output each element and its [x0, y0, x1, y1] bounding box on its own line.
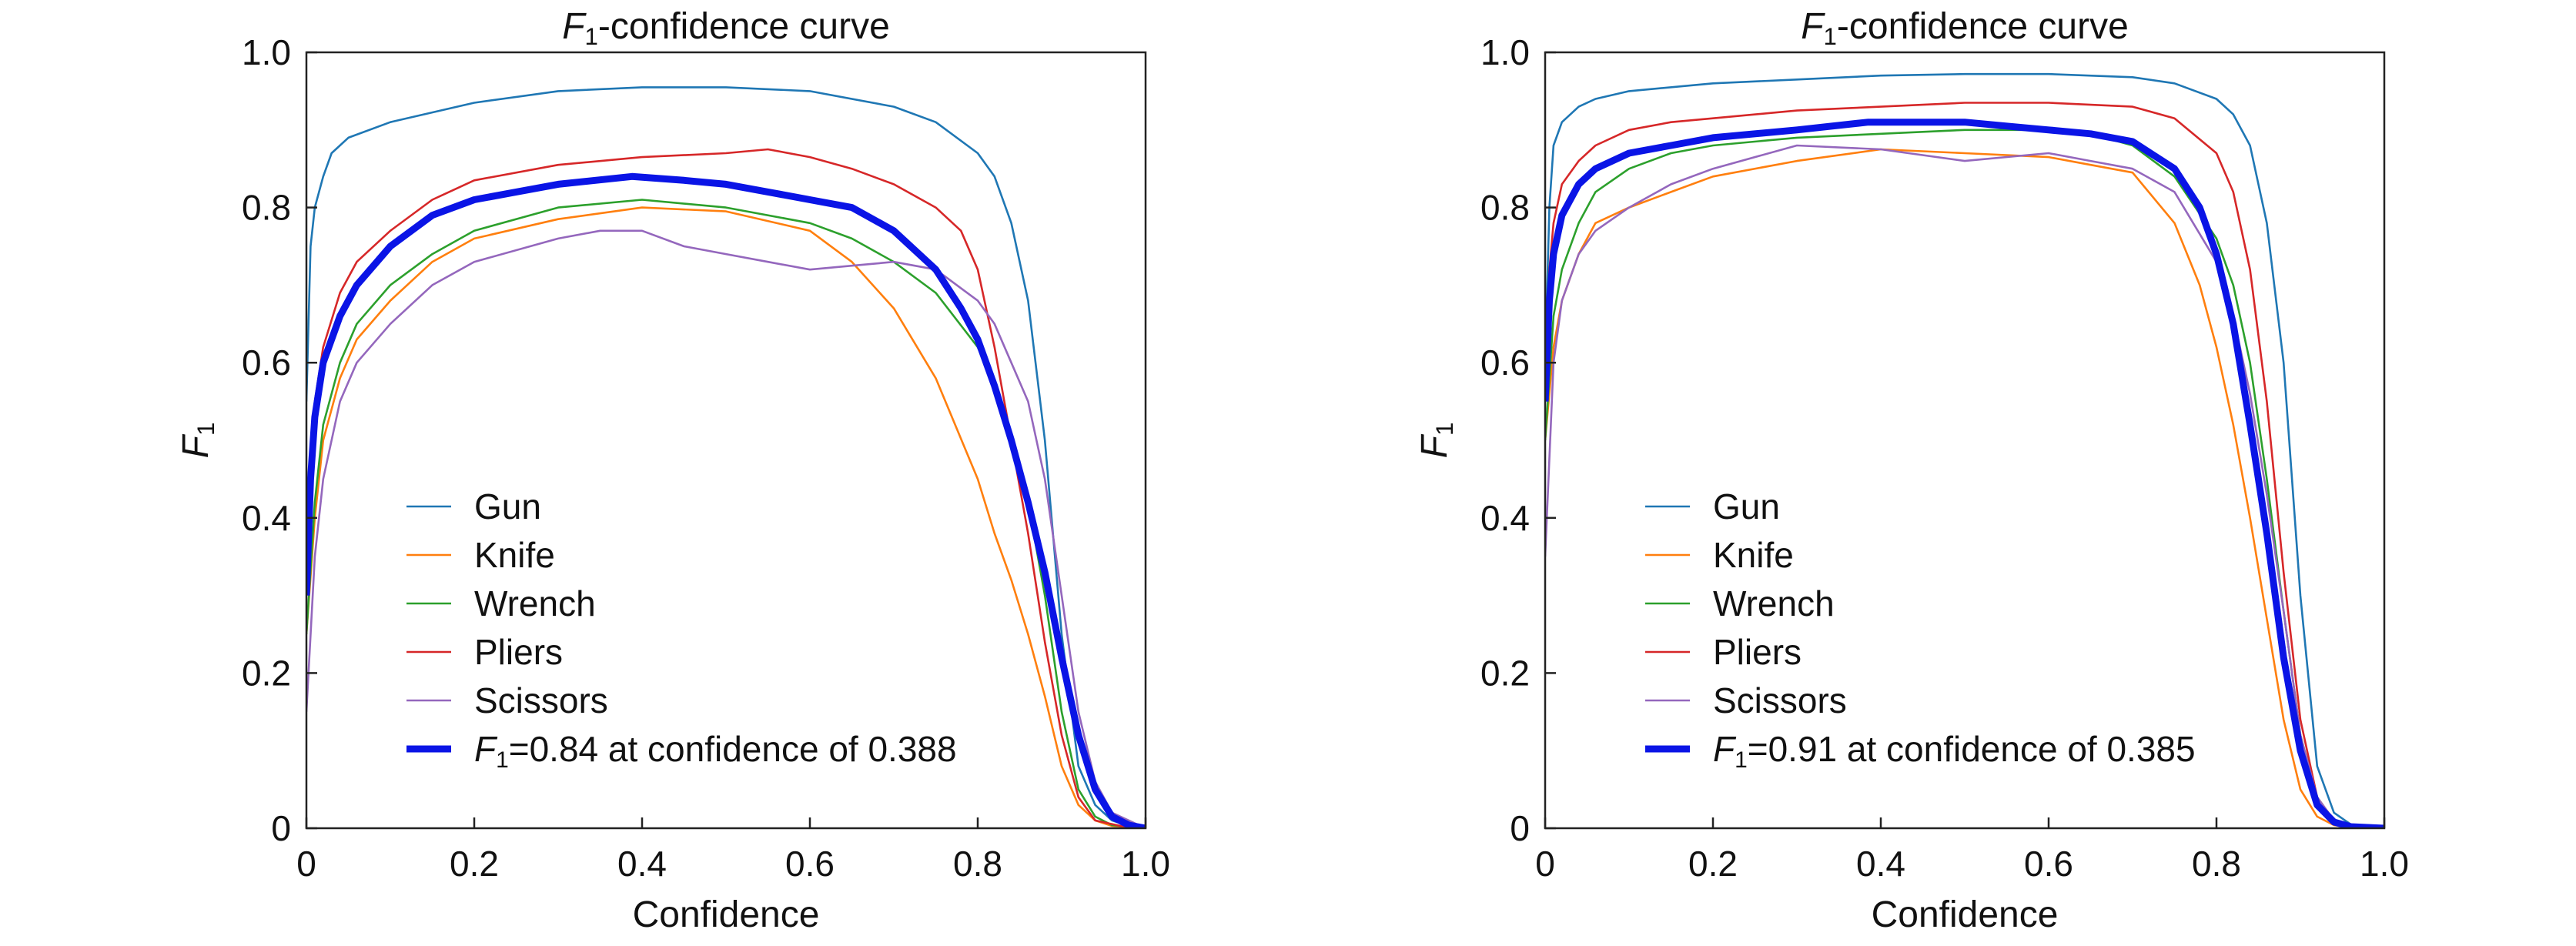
x-tick-label: 0.8	[2192, 844, 2241, 884]
y-tick-label: 0.2	[1480, 653, 1530, 693]
legend-entry-best-rest: =0.91 at confidence of 0.385	[1748, 729, 2196, 769]
legend-entry-pliers: Pliers	[474, 632, 563, 672]
x-tick-label: 0.4	[1856, 844, 1905, 884]
y-tick-label: 0	[1510, 808, 1530, 848]
y-tick-label: 0.6	[1480, 343, 1530, 383]
legend-entry-best: F1=0.84 at confidence of 0.388	[474, 729, 957, 773]
legend-entry-best-rest: =0.84 at confidence of 0.388	[509, 729, 957, 769]
x-tick-label: 0.6	[785, 844, 835, 884]
y-tick-label: 0.8	[1480, 188, 1530, 228]
y-tick-label: 1.0	[242, 32, 291, 72]
y-tick-label: 0	[271, 808, 291, 848]
legend: Gun Knife Wrench Pliers Scissors F1=0.91 at c…	[1645, 486, 2196, 773]
series-line-all	[1545, 119, 2384, 828]
legend-entry-scissors: Scissors	[1713, 680, 1847, 720]
series-group	[306, 86, 1146, 828]
legend-entry-gun: Gun	[474, 486, 541, 526]
chart-title: F1-confidence curve	[1801, 6, 2129, 50]
chart-title-rest: -confidence curve	[598, 6, 890, 47]
series-line-gun	[1545, 72, 2384, 828]
legend-entry-best-sub: 1	[1735, 747, 1748, 773]
series-line-pliers	[306, 148, 1146, 828]
chart-title-rest: -confidence curve	[1837, 6, 2129, 47]
x-tick-label: 0	[296, 844, 316, 884]
x-axis-label: Confidence	[1872, 894, 2059, 935]
chart-title-sub: 1	[585, 23, 598, 50]
x-tick-label: 1.0	[2360, 844, 2409, 884]
chart-title-italic: F	[562, 6, 587, 47]
legend-entry-best-sub: 1	[496, 747, 509, 773]
x-tick-label: 0.2	[1688, 844, 1738, 884]
y-axis-label-italic: F	[1414, 433, 1455, 458]
y-tick-label: 0.4	[1480, 498, 1530, 538]
y-tick-label: 0.2	[242, 653, 291, 693]
legend-entry-pliers: Pliers	[1713, 632, 1802, 672]
x-tick-label: 0.6	[2024, 844, 2073, 884]
series-line-knife	[306, 206, 1146, 828]
legend-entry-scissors: Scissors	[474, 680, 608, 720]
legend-entry-knife: Knife	[474, 535, 555, 575]
series-line-gun	[306, 86, 1146, 828]
x-tick-label: 0	[1535, 844, 1555, 884]
chart-title-italic: F	[1801, 6, 1825, 47]
legend-entry-wrench: Wrench	[474, 583, 596, 623]
legend-entry-gun: Gun	[1713, 486, 1780, 526]
y-axis-label-sub: 1	[192, 423, 219, 436]
legend-entry-best: F1=0.91 at confidence of 0.385	[1713, 729, 2196, 773]
y-tick-label: 0.4	[242, 498, 291, 538]
legend-entry-best-italic: F	[474, 729, 498, 769]
y-axis-label: F1	[176, 423, 219, 459]
y-tick-label: 1.0	[1480, 32, 1530, 72]
y-tick-label: 0.6	[242, 343, 291, 383]
y-axis-label-sub: 1	[1431, 423, 1458, 436]
series-line-all	[306, 172, 1146, 828]
series-line-pliers	[1545, 102, 2384, 828]
y-axis-label: F1	[1414, 423, 1458, 459]
legend-entry-knife: Knife	[1713, 535, 1794, 575]
x-tick-label: 0.4	[617, 844, 667, 884]
x-tick-label: 1.0	[1121, 844, 1170, 884]
legend-entry-best-italic: F	[1713, 729, 1737, 769]
y-tick-label: 0.8	[242, 188, 291, 228]
legend: Gun Knife Wrench Pliers Scissors F1=0.84 at c…	[406, 486, 957, 773]
chart-title-sub: 1	[1824, 23, 1837, 50]
chart-title: F1-confidence curve	[562, 6, 890, 50]
x-tick-label: 0.2	[450, 844, 499, 884]
plot-frame	[305, 51, 1147, 830]
plot-frame	[1544, 51, 2386, 830]
series-group	[1545, 72, 2384, 828]
x-tick-label: 0.8	[953, 844, 1002, 884]
series-line-wrench	[306, 199, 1146, 828]
y-axis-label-italic: F	[176, 433, 216, 458]
x-axis-label: Confidence	[633, 894, 820, 935]
series-line-knife	[1545, 148, 2384, 828]
series-line-scissors	[306, 229, 1146, 828]
legend-entry-wrench: Wrench	[1713, 583, 1835, 623]
